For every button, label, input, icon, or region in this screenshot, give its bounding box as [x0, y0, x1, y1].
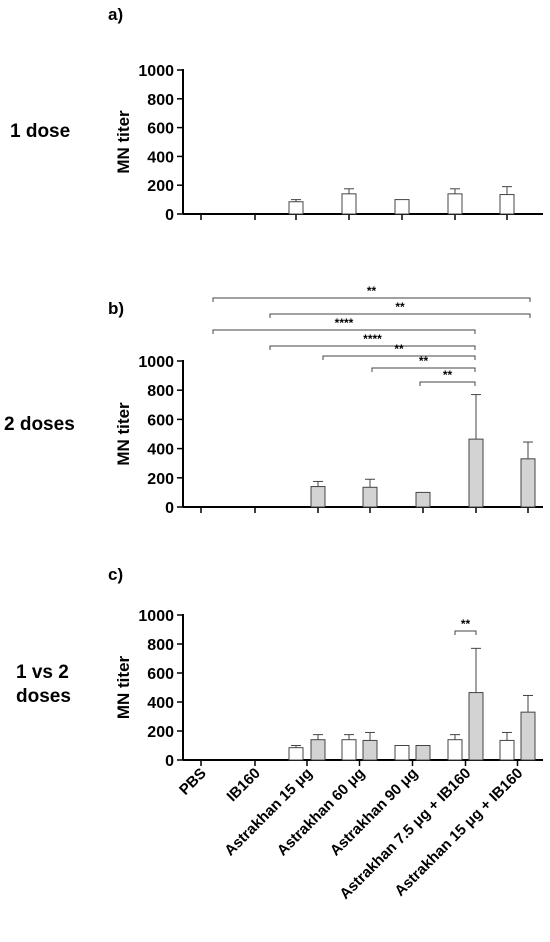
- y-tick-label: 1000: [138, 608, 174, 625]
- y-axis-label: MN titer: [114, 402, 133, 466]
- significance-label: **: [394, 342, 404, 356]
- y-tick-label: 200: [147, 471, 174, 488]
- significance-bracket: [212, 297, 531, 302]
- bar: [341, 193, 357, 215]
- bar: [499, 194, 515, 215]
- y-tick-label: 600: [147, 412, 174, 429]
- bar: [499, 739, 515, 761]
- significance-bracket: [454, 630, 477, 635]
- significance-label: ****: [363, 332, 382, 346]
- y-tick-label: 400: [147, 442, 174, 459]
- significance-bracket: [269, 345, 476, 350]
- significance-bracket: [419, 381, 476, 386]
- bar: [415, 745, 431, 761]
- bar: [468, 692, 484, 761]
- y-tick-label: 200: [147, 724, 174, 741]
- bar: [362, 739, 378, 761]
- significance-bracket: [269, 313, 531, 318]
- significance-label: **: [443, 368, 453, 382]
- y-tick-label: 800: [147, 92, 174, 109]
- chart-panel-2: b)2 doses MN titer02004006008001000******…: [4, 284, 543, 517]
- y-axis-label: MN titer: [114, 110, 133, 174]
- x-tick-label: PBS: [176, 765, 210, 799]
- bar: [520, 458, 536, 508]
- y-tick-label: 800: [147, 637, 174, 654]
- chart-panel-1: a) 1 dose MN titer 0 200 400 600 800 1000: [10, 5, 543, 224]
- y-tick-label: 200: [147, 178, 174, 195]
- y-tick-label: 0: [165, 500, 174, 517]
- significance-label: **: [419, 354, 429, 368]
- y-tick-label: 600: [147, 121, 174, 138]
- bar: [447, 739, 463, 761]
- bar: [288, 201, 304, 215]
- y-tick-label: 1000: [138, 63, 174, 80]
- bar: [394, 745, 410, 761]
- x-tick-label: IB160: [224, 765, 264, 805]
- bar: [415, 491, 431, 508]
- bar: [447, 193, 463, 215]
- row-label: 1 vs 2 doses: [16, 662, 71, 707]
- row-label: 2 doses: [4, 414, 75, 435]
- y-axis-label: MN titer: [114, 655, 133, 719]
- bar: [394, 199, 410, 215]
- y-tick-label: 0: [165, 207, 174, 224]
- significance-bracket: [371, 367, 476, 372]
- y-tick-label: 0: [165, 753, 174, 770]
- significance-label: ****: [335, 316, 354, 330]
- bar: [288, 747, 304, 761]
- panel-letter: c): [108, 565, 123, 584]
- y-tick-label: 400: [147, 695, 174, 712]
- panel-letter: b): [108, 299, 124, 318]
- chart-panel-3: c) 1 vs 2 doses MN titer 0 200 400 600 800 1000 **…: [16, 565, 543, 903]
- significance-label: **: [461, 617, 471, 631]
- bar: [310, 739, 326, 761]
- x-tick-label: Astrakhan 15 μg: [221, 765, 316, 860]
- significance-label: **: [395, 300, 405, 314]
- bar: [468, 438, 484, 508]
- bar: [362, 486, 378, 508]
- x-tick-label: Astrakhan 60 μg: [274, 765, 369, 860]
- bar: [520, 711, 536, 761]
- y-tick-label: 1000: [138, 354, 174, 371]
- y-tick-label: 600: [147, 666, 174, 683]
- y-tick-label: 400: [147, 149, 174, 166]
- significance-bracket: [212, 329, 476, 334]
- y-tick-label: 800: [147, 383, 174, 400]
- bar: [341, 739, 357, 761]
- significance-bracket: [322, 355, 476, 360]
- panel-letter: a): [108, 5, 123, 24]
- bar: [310, 486, 326, 508]
- significance-label: **: [367, 284, 377, 298]
- row-label: 1 dose: [10, 121, 70, 142]
